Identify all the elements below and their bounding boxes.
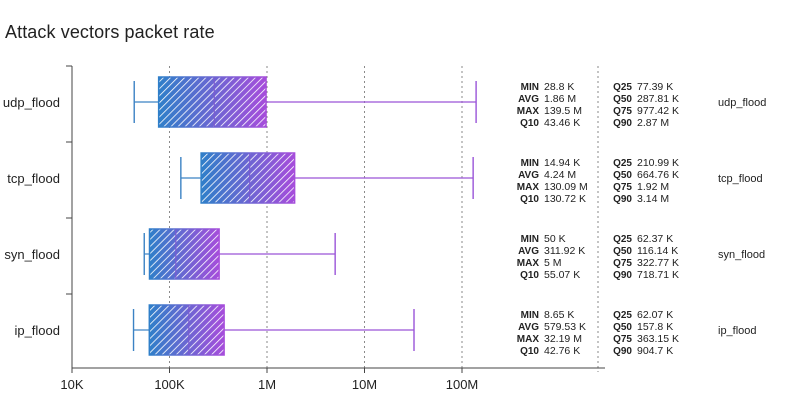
x-tick-label: 100M <box>446 377 479 392</box>
syn_flood-stat-value-q90: 718.71 K <box>637 269 679 281</box>
udp_flood-stat-key-avg: AVG <box>518 94 539 105</box>
udp_flood-stat-value-q25: 77.39 K <box>637 81 673 93</box>
tcp_flood-stat-value-q25: 210.99 K <box>637 157 679 169</box>
udp_flood-stat-value-min: 28.8 K <box>544 81 574 93</box>
ip_flood-stat-key-max: MAX <box>517 334 540 345</box>
ip_flood-stat-key-q25: Q25 <box>613 310 632 321</box>
x-tick-label: 1M <box>258 377 276 392</box>
syn_flood-stat-key-avg: AVG <box>518 246 539 257</box>
box-layer <box>132 76 477 356</box>
series-label-tcp_flood: tcp_flood <box>718 173 763 185</box>
ip_flood-box-outline <box>148 304 225 356</box>
x-tick-label: 100K <box>154 377 185 392</box>
ip_flood-stat-value-q10: 42.76 K <box>544 345 580 357</box>
syn_flood-stat-key-q10: Q10 <box>520 270 539 281</box>
syn_flood-stat-value-avg: 311.92 K <box>544 245 585 257</box>
ip_flood-stat-key-q90: Q90 <box>613 346 632 357</box>
tcp_flood-stat-value-q10: 130.72 K <box>544 193 586 205</box>
ip_flood-stat-value-q50: 157.8 K <box>637 321 673 333</box>
syn_flood-box-outline <box>148 228 220 280</box>
udp_flood-stat-value-q50: 287.81 K <box>637 93 679 105</box>
category-label-udp_flood: udp_flood <box>3 95 60 110</box>
syn_flood-stat-value-q75: 322.77 K <box>637 257 679 269</box>
ip_flood-box-hatch <box>149 305 225 355</box>
udp_flood-stat-key-q90: Q90 <box>613 118 632 129</box>
ip_flood-stat-value-avg: 579.53 K <box>544 321 586 333</box>
tcp_flood-stat-value-max: 130.09 M <box>544 181 588 193</box>
syn_flood-box-hatch <box>149 229 220 279</box>
ip_flood-stat-value-q25: 62.07 K <box>637 309 673 321</box>
syn_flood-stat-key-min: MIN <box>521 234 539 245</box>
tcp_flood-stat-value-min: 14.94 K <box>544 157 580 169</box>
tcp_flood-stat-key-q25: Q25 <box>613 158 632 169</box>
series-label-udp_flood: udp_flood <box>718 97 766 109</box>
tcp_flood-stat-value-q50: 664.76 K <box>637 169 679 181</box>
tcp_flood-stat-key-avg: AVG <box>518 170 539 181</box>
tcp_flood-box-outline <box>200 152 296 204</box>
udp_flood-stat-key-min: MIN <box>521 82 539 93</box>
udp_flood-stat-value-q90: 2.87 M <box>637 117 669 129</box>
category-label-tcp_flood: tcp_flood <box>7 171 60 186</box>
tcp_flood-stat-value-q75: 1.92 M <box>637 181 669 193</box>
syn_flood-stat-value-q50: 116.14 K <box>637 245 678 257</box>
tcp_flood-stat-key-max: MAX <box>517 182 540 193</box>
syn_flood-stat-value-q10: 55.07 K <box>544 269 580 281</box>
category-label-syn_flood: syn_flood <box>4 247 60 262</box>
stats-layer: MIN 28.8 K AVG 1.86 M MAX 139.5 M Q10 43.46 K Q2… <box>517 81 679 357</box>
udp_flood-stat-key-q75: Q75 <box>613 106 632 117</box>
tcp_flood-stat-key-q75: Q75 <box>613 182 632 193</box>
syn_flood-stat-key-max: MAX <box>517 258 540 269</box>
ip_flood-stat-value-min: 8.65 K <box>544 309 574 321</box>
udp_flood-stat-key-q10: Q10 <box>520 118 539 129</box>
ip_flood-stat-value-q75: 363.15 K <box>637 333 679 345</box>
x-tick-label: 10M <box>352 377 377 392</box>
category-label-ip_flood: ip_flood <box>14 323 60 338</box>
tcp_flood-stat-key-q50: Q50 <box>613 170 632 181</box>
ip_flood-stat-key-avg: AVG <box>518 322 539 333</box>
ip_flood-stat-key-q75: Q75 <box>613 334 632 345</box>
tcp_flood-stat-value-q90: 3.14 M <box>637 193 669 205</box>
tcp_flood-stat-key-min: MIN <box>521 158 539 169</box>
x-tick-label: 10K <box>60 377 83 392</box>
tcp_flood-stat-key-q10: Q10 <box>520 194 539 205</box>
ip_flood-stat-value-q90: 904.7 K <box>637 345 673 357</box>
ip_flood-stat-key-q10: Q10 <box>520 346 539 357</box>
syn_flood-stat-value-max: 5 M <box>544 257 562 269</box>
udp_flood-stat-key-q50: Q50 <box>613 94 632 105</box>
udp_flood-box-outline <box>157 76 267 128</box>
syn_flood-stat-key-q50: Q50 <box>613 246 632 257</box>
chart-title: Attack vectors packet rate <box>5 22 215 42</box>
syn_flood-stat-key-q90: Q90 <box>613 270 632 281</box>
tcp_flood-box-hatch <box>201 153 295 203</box>
udp_flood-stat-key-q25: Q25 <box>613 82 632 93</box>
series-label-syn_flood: syn_flood <box>718 249 765 261</box>
udp_flood-stat-value-q10: 43.46 K <box>544 117 580 129</box>
tcp_flood-stat-key-q90: Q90 <box>613 194 632 205</box>
udp_flood-stat-value-q75: 977.42 K <box>637 105 679 117</box>
udp_flood-stat-value-avg: 1.86 M <box>544 93 576 105</box>
udp_flood-box-hatch <box>158 77 267 127</box>
syn_flood-stat-value-min: 50 K <box>544 233 566 245</box>
series-label-ip_flood: ip_flood <box>718 325 757 337</box>
udp_flood-stat-value-max: 139.5 M <box>544 105 582 117</box>
syn_flood-stat-key-q25: Q25 <box>613 234 632 245</box>
tcp_flood-stat-value-avg: 4.24 M <box>544 169 576 181</box>
ip_flood-stat-key-q50: Q50 <box>613 322 632 333</box>
syn_flood-stat-key-q75: Q75 <box>613 258 632 269</box>
syn_flood-stat-value-q25: 62.37 K <box>637 233 673 245</box>
ip_flood-stat-value-max: 32.19 M <box>544 333 582 345</box>
ip_flood-stat-key-min: MIN <box>521 310 539 321</box>
udp_flood-stat-key-max: MAX <box>517 106 540 117</box>
axis-layer: 10K 100K 1M 10M 100M <box>60 65 605 392</box>
label-layer: udp_flood udp_flood tcp_flood tcp_flood syn_… <box>3 95 766 338</box>
